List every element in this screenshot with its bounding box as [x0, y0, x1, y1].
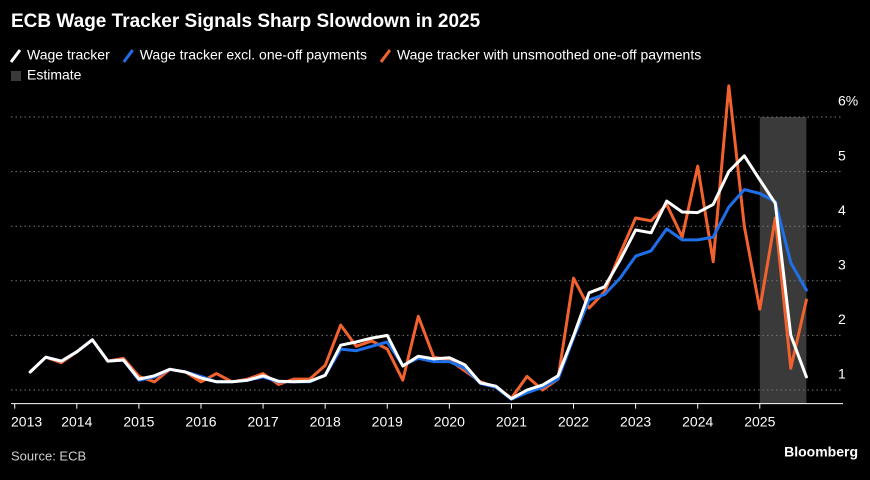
y-tick-label: 4	[838, 202, 846, 218]
legend-label: Wage tracker	[27, 47, 110, 63]
legend-label: Wage tracker excl. one-off payments	[140, 47, 367, 63]
y-tick-label: 6%	[838, 93, 858, 109]
legend-label: Estimate	[27, 67, 82, 83]
x-tick-label: 2024	[682, 413, 713, 429]
series-line	[28, 84, 808, 400]
chart-title: ECB Wage Tracker Signals Sharp Slowdown …	[11, 11, 481, 32]
y-tick-label: 1	[838, 366, 846, 382]
x-tick-label: 2019	[372, 413, 403, 429]
legend-swatch	[9, 49, 22, 63]
legend-swatch	[122, 49, 134, 63]
y-tick-label: 5	[838, 147, 846, 163]
y-tick-label: 3	[838, 257, 846, 273]
x-tick-label: 2015	[123, 413, 154, 429]
x-tick-label: 2023	[620, 413, 651, 429]
series-line	[28, 154, 808, 401]
x-tick-label: 2021	[496, 413, 527, 429]
legend-label: Wage tracker with unsmoothed one-off pay…	[397, 47, 701, 63]
legend-swatch	[11, 71, 21, 81]
series-line	[28, 188, 808, 401]
x-tick-label: 2013	[11, 413, 42, 429]
brand: Bloomberg	[784, 444, 858, 460]
x-tick-label: 2016	[185, 413, 216, 429]
source: Source: ECB	[11, 448, 86, 463]
x-tick-label: 2017	[248, 413, 279, 429]
y-tick-label: 2	[838, 311, 846, 327]
x-tick-label: 2014	[61, 413, 92, 429]
x-tick-label: 2018	[310, 413, 341, 429]
x-tick-label: 2020	[434, 413, 465, 429]
legend-swatch	[379, 49, 392, 63]
x-tick-label: 2022	[558, 413, 589, 429]
x-tick-label: 2025	[744, 413, 775, 429]
